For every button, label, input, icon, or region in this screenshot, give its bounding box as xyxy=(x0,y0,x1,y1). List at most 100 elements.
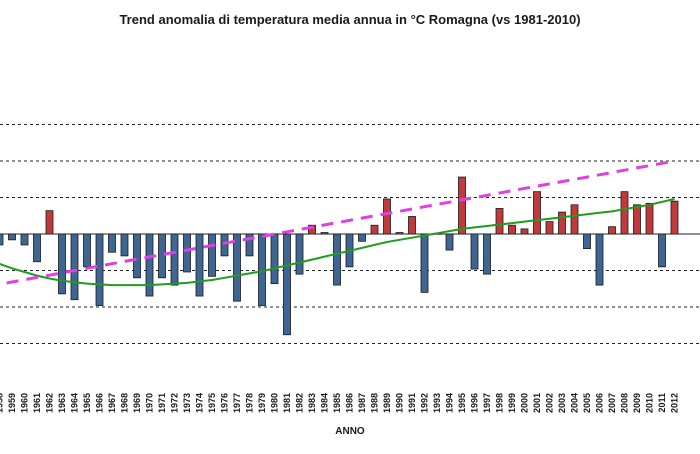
x-tick-label: 1997 xyxy=(482,393,492,413)
chart-title: Trend anomalia di temperatura media annu… xyxy=(119,12,581,27)
bar-1985 xyxy=(333,233,341,286)
bar-2004 xyxy=(570,204,579,235)
x-tick-label: 1998 xyxy=(495,393,505,413)
bar-1958 xyxy=(0,233,4,246)
x-tick-label: 1970 xyxy=(145,393,155,413)
x-tick-label: 1976 xyxy=(220,393,230,413)
bar-1960 xyxy=(20,233,29,246)
x-tick-label: 1975 xyxy=(207,393,217,413)
bar-1968 xyxy=(120,233,129,257)
x-tick-label: 1981 xyxy=(282,393,292,413)
x-tick-label: 1994 xyxy=(445,393,455,413)
x-tick-label: 1993 xyxy=(432,393,442,413)
bar-1976 xyxy=(220,233,229,257)
x-tick-label: 1958 xyxy=(0,393,5,413)
bar-1964 xyxy=(70,233,79,301)
x-tick-label: 1973 xyxy=(182,393,192,413)
bar-1959 xyxy=(8,233,16,241)
bar-1991 xyxy=(408,216,416,235)
x-tick-label: 1992 xyxy=(420,393,430,413)
bar-2000 xyxy=(520,228,529,235)
bar-1980 xyxy=(270,233,279,285)
bar-1970 xyxy=(145,233,154,297)
x-tick-label: 1964 xyxy=(70,393,80,413)
x-tick-label: 1984 xyxy=(320,393,330,413)
x-tick-label: 1988 xyxy=(370,393,380,413)
x-tick-label: 2006 xyxy=(595,393,605,413)
x-tick-label: 1962 xyxy=(45,393,55,413)
x-tick-label: 1979 xyxy=(257,393,267,413)
x-tick-label: 1967 xyxy=(107,393,117,413)
x-tick-label: 1987 xyxy=(357,393,367,413)
bar-1992 xyxy=(420,233,429,293)
x-tick-label: 1972 xyxy=(170,393,180,413)
x-tick-label: 1968 xyxy=(120,393,130,413)
bar-1994 xyxy=(445,233,454,251)
x-tick-label: 1991 xyxy=(407,393,417,413)
bar-1996 xyxy=(470,233,479,270)
bar-1982 xyxy=(295,233,304,275)
bar-1966 xyxy=(95,233,104,306)
trend-curve-line xyxy=(0,198,675,287)
x-tick-label: 1977 xyxy=(232,393,242,413)
x-axis-label: ANNO xyxy=(335,426,365,437)
bar-1961 xyxy=(33,233,41,263)
x-tick-label: 2007 xyxy=(607,393,617,413)
bar-1967 xyxy=(108,233,116,253)
x-tick-label: 1999 xyxy=(507,393,517,413)
bar-2012 xyxy=(670,200,679,235)
bar-1963 xyxy=(58,233,66,295)
x-tick-label: 1990 xyxy=(395,393,405,413)
x-tick-label: 1965 xyxy=(82,393,92,413)
bar-1989 xyxy=(383,198,391,235)
x-tick-label: 1978 xyxy=(245,393,255,413)
x-tick-label: 1971 xyxy=(157,393,167,413)
bar-1975 xyxy=(208,233,216,277)
x-tick-label: 1989 xyxy=(382,393,392,413)
bar-1990 xyxy=(395,232,404,235)
bar-1997 xyxy=(483,233,491,275)
bar-2007 xyxy=(608,226,616,235)
bar-2002 xyxy=(545,221,554,235)
bar-1981 xyxy=(283,233,291,336)
x-tick-label: 1959 xyxy=(7,393,17,413)
x-tick-label: 2009 xyxy=(632,393,642,413)
x-tick-label: 1961 xyxy=(32,393,42,413)
x-tick-label: 1966 xyxy=(95,393,105,413)
bar-1969 xyxy=(133,233,141,279)
x-tick-label: 1969 xyxy=(132,393,142,413)
x-tick-label: 2005 xyxy=(582,393,592,413)
bar-2001 xyxy=(533,191,541,235)
bar-1962 xyxy=(45,210,54,235)
bar-1974 xyxy=(195,233,204,297)
bar-1988 xyxy=(370,224,379,235)
bar-1999 xyxy=(508,224,516,235)
bar-1987 xyxy=(358,233,366,242)
bar-1983 xyxy=(308,224,316,235)
x-tick-label: 1980 xyxy=(270,393,280,413)
x-tick-label: 2012 xyxy=(670,393,680,413)
bar-2008 xyxy=(620,191,629,235)
x-tick-label: 1983 xyxy=(307,393,317,413)
bar-1965 xyxy=(83,233,91,268)
x-tick-label: 2002 xyxy=(545,393,555,413)
bar-1984 xyxy=(320,232,329,235)
bar-1972 xyxy=(170,233,179,286)
x-tick-label: 2011 xyxy=(657,393,667,413)
bar-2010 xyxy=(645,202,654,235)
x-tick-label: 2001 xyxy=(532,393,542,413)
linear-trend-line xyxy=(0,159,675,286)
x-tick-label: 2004 xyxy=(570,393,580,413)
x-tick-label: 1985 xyxy=(332,393,342,413)
bar-1977 xyxy=(233,233,241,302)
x-tick-label: 1963 xyxy=(57,393,67,413)
bar-2003 xyxy=(558,211,566,235)
bar-1971 xyxy=(158,233,166,279)
bar-2005 xyxy=(583,233,591,249)
bar-2011 xyxy=(658,233,666,268)
x-tick-label: 2003 xyxy=(557,393,567,413)
bar-2006 xyxy=(595,233,604,286)
x-tick-label: 1974 xyxy=(195,393,205,413)
